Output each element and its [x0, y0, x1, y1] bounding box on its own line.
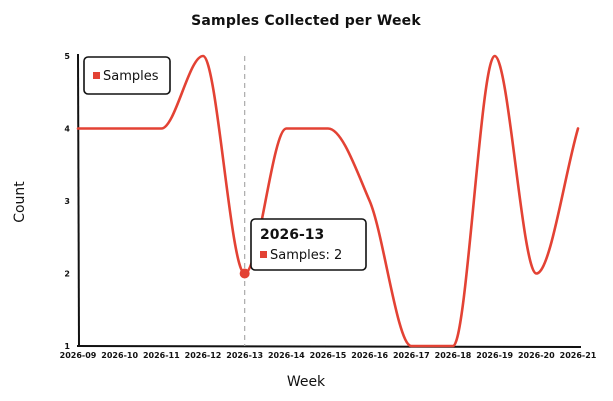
- data-point[interactable]: [201, 54, 205, 58]
- data-point[interactable]: [326, 126, 330, 130]
- y-tick-label: 3: [64, 197, 70, 206]
- x-tick-label: 2026-11: [143, 351, 180, 360]
- tooltip-swatch: [260, 251, 267, 258]
- x-axis-ticks: 2026-09 2026-10 2026-11 2026-12 2026-13 2026-…: [60, 351, 597, 360]
- data-point[interactable]: [451, 344, 455, 348]
- data-point[interactable]: [409, 344, 413, 348]
- x-tick-label: 2026-15: [310, 351, 347, 360]
- y-tick-label: 5: [64, 52, 70, 61]
- data-point[interactable]: [367, 199, 371, 203]
- data-point[interactable]: [159, 126, 163, 130]
- x-tick-label: 2026-13: [226, 351, 263, 360]
- data-point[interactable]: [117, 126, 121, 130]
- y-axis-line: [77, 53, 80, 348]
- chart-title: Samples Collected per Week: [191, 13, 421, 29]
- x-tick-label: 2026-12: [185, 351, 222, 360]
- data-point[interactable]: [284, 126, 288, 130]
- series-layer: [76, 54, 580, 348]
- x-tick-label: 2026-20: [518, 351, 555, 360]
- x-axis-title: Week: [287, 374, 326, 390]
- x-tick-label: 2026-19: [476, 351, 513, 360]
- data-point[interactable]: [492, 54, 496, 58]
- legend-label: Samples: [103, 69, 159, 84]
- y-axis-ticks: 1 2 3 4 5: [64, 52, 70, 351]
- data-point[interactable]: [76, 126, 80, 130]
- x-tick-label: 2026-18: [435, 351, 472, 360]
- data-point[interactable]: [534, 271, 538, 275]
- data-point[interactable]: [576, 126, 580, 130]
- x-tick-label: 2026-09: [60, 351, 97, 360]
- legend[interactable]: Samples: [83, 56, 171, 95]
- tooltip-box: [250, 218, 367, 271]
- y-tick-label: 4: [64, 125, 70, 134]
- y-tick-label: 1: [64, 342, 70, 351]
- tooltip-title: 2026-13: [260, 227, 324, 243]
- y-axis-title: Count: [12, 181, 28, 223]
- active-data-point[interactable]: [239, 268, 250, 279]
- y-tick-label: 2: [64, 270, 70, 279]
- x-axis-line: [76, 345, 582, 348]
- x-tick-label: 2026-10: [101, 351, 138, 360]
- x-tick-label: 2026-16: [351, 351, 388, 360]
- tooltip: 2026-13 Samples: 2: [250, 218, 367, 271]
- legend-box: [83, 56, 171, 95]
- legend-swatch: [93, 72, 100, 79]
- x-tick-label: 2026-21: [560, 351, 597, 360]
- series-line-0: [76, 54, 580, 348]
- tooltip-label: Samples: 2: [270, 248, 342, 263]
- x-tick-label: 2026-14: [268, 351, 305, 360]
- x-tick-label: 2026-17: [393, 351, 430, 360]
